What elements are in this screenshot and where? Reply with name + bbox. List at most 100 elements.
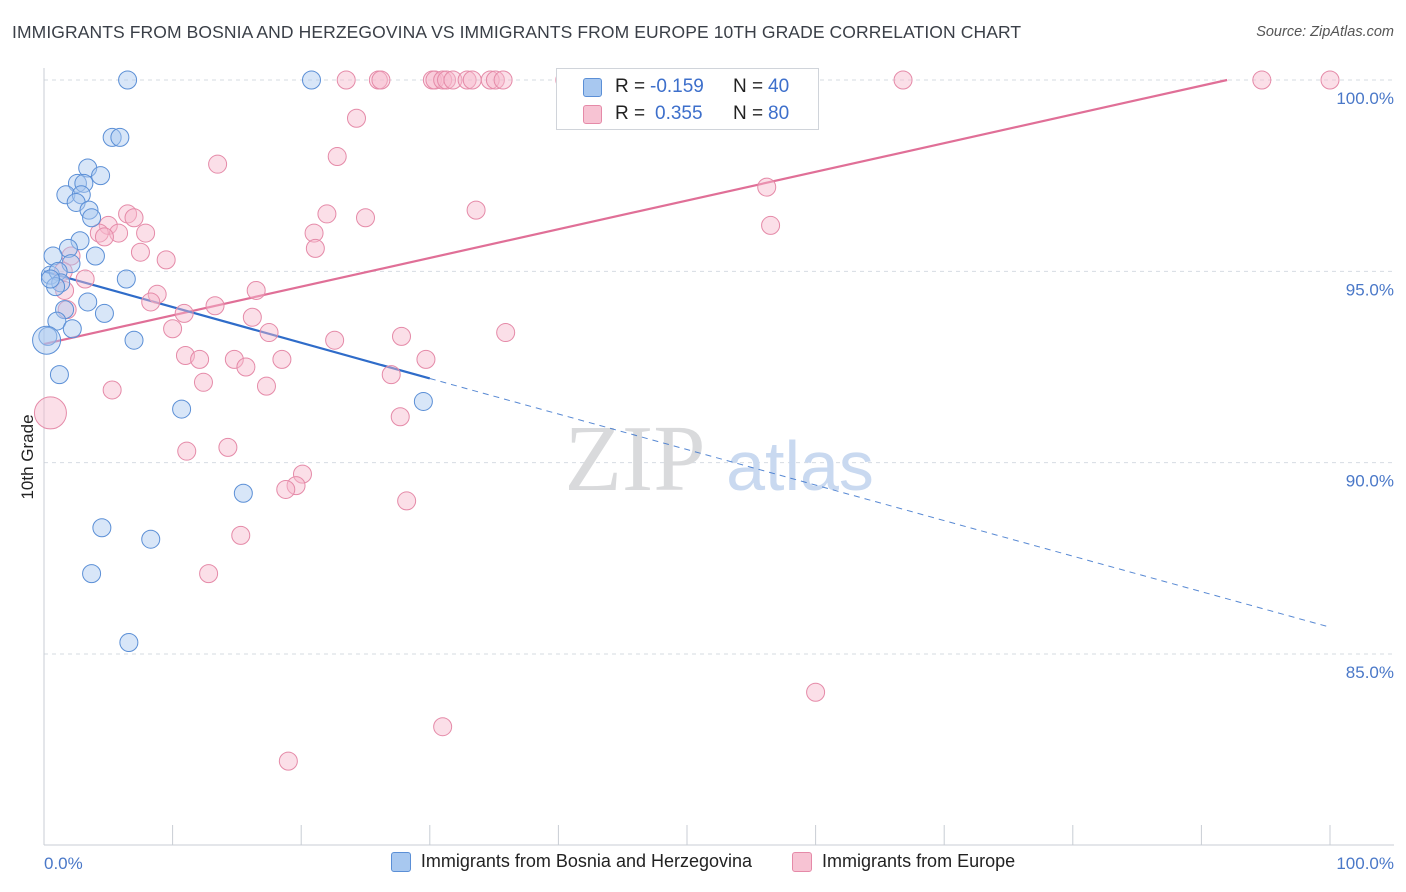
data-point-europe <box>416 349 436 369</box>
data-point-bosnia <box>413 391 433 411</box>
data-point-europe <box>102 380 122 400</box>
data-point-europe <box>457 70 477 90</box>
data-point-europe <box>392 326 412 346</box>
data-point-bosnia <box>85 246 105 266</box>
data-point-europe <box>259 323 279 343</box>
y-tick-label: 100.0% <box>1336 89 1394 108</box>
data-point-bosnia <box>82 564 102 584</box>
watermark: ZIP atlas <box>565 407 874 511</box>
data-point-europe <box>466 200 486 220</box>
data-point-bosnia <box>78 292 98 312</box>
legend-swatch-pink <box>792 851 813 872</box>
stats-n-value: 80 <box>768 103 790 124</box>
data-point-europe <box>190 349 210 369</box>
data-point-bosnia <box>233 483 253 503</box>
data-point-europe <box>89 223 109 243</box>
y-tick-label: 90.0% <box>1346 472 1394 491</box>
legend-item-europe[interactable]: Immigrants from Europe <box>792 851 1015 872</box>
trend-lines <box>43 78 1331 628</box>
data-point-europe <box>177 441 197 461</box>
y-tick-labels: 100.0% 95.0% 90.0% 85.0% <box>1336 89 1394 682</box>
data-point-bosnia <box>43 246 63 266</box>
stats-legend-box: R = -0.159 N = 40 R = 0.355 N = 80 <box>556 68 819 130</box>
data-point-europe <box>94 227 114 247</box>
stats-swatch-blue <box>583 78 602 97</box>
y-tick-label: 95.0% <box>1346 280 1394 299</box>
data-point-bosnia <box>79 200 99 220</box>
data-point-europe <box>336 70 356 90</box>
legend-label-europe: Immigrants from Europe <box>822 851 1016 871</box>
data-point-europe <box>231 525 251 545</box>
data-point-europe <box>205 296 225 316</box>
stats-r-label: R = <box>615 76 646 97</box>
legend-item-bosnia[interactable]: Immigrants from Bosnia and Herzegovina <box>390 851 753 872</box>
data-point-bosnia <box>82 208 102 228</box>
axes <box>43 68 1394 846</box>
stats-n-value: 40 <box>768 76 790 97</box>
data-point-europe <box>163 319 183 339</box>
data-point-bosnia <box>92 518 112 538</box>
data-point-europe <box>236 357 256 377</box>
data-point-bosnia <box>62 319 82 339</box>
chart-title: IMMIGRANTS FROM BOSNIA AND HERZEGOVINA V… <box>12 22 1022 42</box>
data-point-bosnia <box>70 231 90 251</box>
data-point-europe <box>147 284 167 304</box>
data-point-europe <box>75 269 95 289</box>
data-point-europe <box>175 346 195 366</box>
data-point-europe <box>496 323 516 343</box>
series-europe <box>33 70 1340 771</box>
legend-label-bosnia: Immigrants from Bosnia and Herzegovina <box>420 851 753 871</box>
data-point-europe <box>356 208 375 228</box>
source-label: Source: ZipAtlas.com <box>1256 24 1394 40</box>
data-point-europe <box>437 70 457 90</box>
x-tick-label-min: 0.0% <box>44 854 83 873</box>
watermark-atlas: atlas <box>726 427 874 505</box>
stats-r-value: 0.355 <box>655 103 703 124</box>
data-point-bosnia <box>55 300 75 320</box>
data-point-europe <box>242 307 262 327</box>
data-point-bosnia <box>48 261 68 281</box>
x-tick-label-max: 100.0% <box>1336 854 1394 873</box>
data-point-europe <box>286 476 306 496</box>
trend-line-bosnia <box>43 270 431 380</box>
data-point-europe <box>462 70 482 90</box>
data-point-bosnia <box>67 173 87 193</box>
data-point-bosnia <box>91 166 111 186</box>
data-point-europe <box>193 372 213 392</box>
data-point-europe <box>256 376 276 396</box>
data-point-europe <box>325 330 345 350</box>
data-point-europe <box>304 223 324 243</box>
data-point-bosnia <box>116 269 136 289</box>
data-point-europe <box>109 223 129 243</box>
data-point-europe <box>381 365 401 385</box>
data-point-bosnia <box>40 269 60 289</box>
data-point-bosnia <box>172 399 192 419</box>
data-point-bosnia <box>58 238 78 258</box>
data-point-bosnia <box>74 173 94 193</box>
y-axis-label: 10th Grade <box>18 414 37 499</box>
data-point-europe <box>33 396 67 430</box>
data-point-europe <box>246 280 266 300</box>
data-point-europe <box>218 437 238 457</box>
data-point-bosnia <box>102 127 122 147</box>
trend-line-bosnia-extension <box>429 377 1331 628</box>
data-point-europe <box>130 242 150 262</box>
data-point-europe <box>292 464 312 484</box>
watermark-zip: ZIP <box>565 407 706 511</box>
data-point-europe <box>397 491 417 511</box>
data-point-europe <box>124 208 144 228</box>
stats-n-label: N = <box>733 103 764 124</box>
data-point-bosnia <box>56 185 76 205</box>
data-point-bosnia <box>94 303 114 323</box>
data-point-bosnia <box>301 70 321 90</box>
data-point-bosnia <box>118 70 138 90</box>
stats-r-value: -0.159 <box>650 76 704 97</box>
data-point-europe <box>276 479 296 499</box>
y-tick-label: 85.0% <box>1346 663 1394 682</box>
data-point-europe <box>156 250 176 270</box>
data-point-europe <box>371 70 391 90</box>
data-point-europe <box>174 303 194 323</box>
data-point-europe <box>893 70 913 90</box>
trend-line-europe <box>43 78 1228 346</box>
